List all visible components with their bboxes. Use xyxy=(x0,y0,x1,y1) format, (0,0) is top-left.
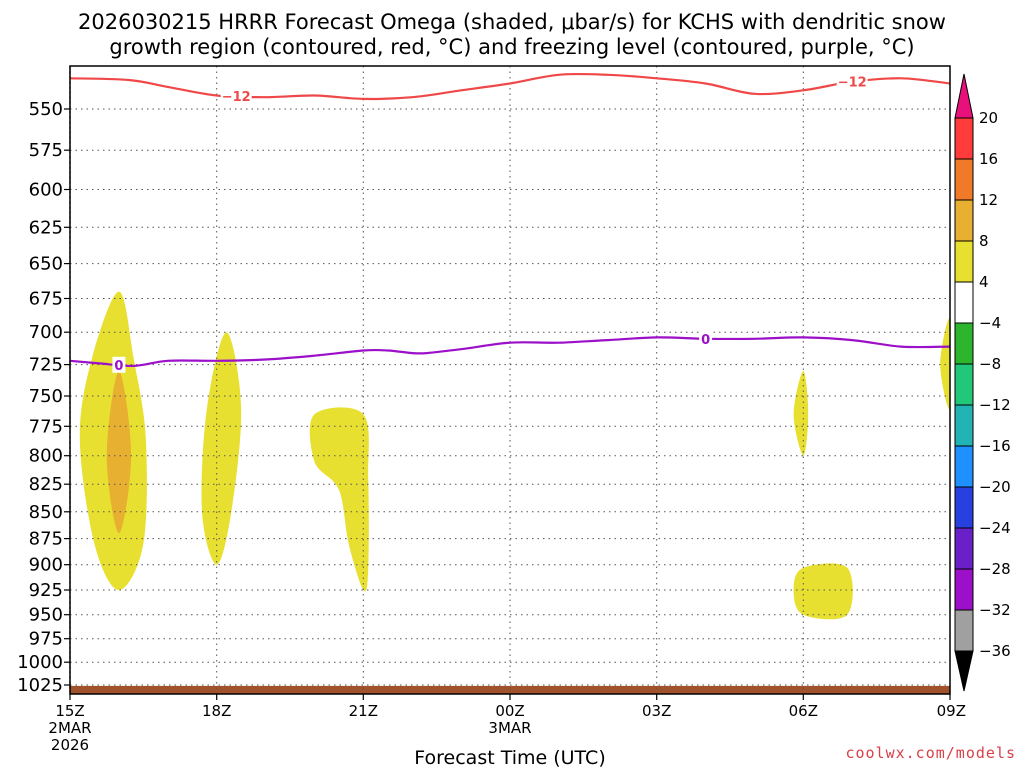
colorbar-label: −28 xyxy=(979,560,1011,578)
colorbar-label: −36 xyxy=(979,642,1011,660)
colorbar-segment xyxy=(954,363,974,406)
chart-title-line-1: 2026030215 HRRR Forecast Omega (shaded, … xyxy=(78,10,946,34)
dendritic-contour-line xyxy=(70,72,950,101)
y-tick-label: 625 xyxy=(29,217,63,238)
omega-region-3 xyxy=(201,332,242,565)
colorbar-label: 12 xyxy=(979,191,998,209)
terrain-strip xyxy=(70,685,950,694)
colorbar-bottom-arrow xyxy=(954,650,974,692)
x-tick-sublabel-year: 2026 xyxy=(51,736,89,754)
colorbar-label: 8 xyxy=(979,232,989,250)
y-tick-label: 575 xyxy=(29,140,63,161)
x-tick-label: 06Z xyxy=(789,702,818,720)
dendritic-contour-label: −12 xyxy=(222,90,251,105)
y-tick-label: 750 xyxy=(29,386,63,407)
x-tick-sublabel: 3MAR xyxy=(488,719,531,737)
freezing-level-contour-label-bg xyxy=(699,330,713,347)
colorbar-label: −4 xyxy=(979,314,1001,332)
y-tick-label: 550 xyxy=(29,99,63,120)
y-tick-label: 725 xyxy=(29,355,63,376)
colorbar-segment xyxy=(954,117,974,160)
x-tick-label: 03Z xyxy=(642,702,671,720)
y-tick-label: 675 xyxy=(29,289,63,310)
y-tick-label: 700 xyxy=(29,322,63,343)
y-tick-label: 975 xyxy=(29,629,63,650)
omega-region-7 xyxy=(940,318,950,410)
colorbar-segment xyxy=(954,486,974,529)
y-tick-label: 925 xyxy=(29,580,63,601)
freezing-level-contour-label: 0 xyxy=(701,333,710,348)
freezing-level-contour-label: 0 xyxy=(114,359,123,374)
colorbar-label: −20 xyxy=(979,478,1011,496)
freezing-level-contour-label-bg xyxy=(112,356,126,373)
omega-region-5 xyxy=(793,371,809,456)
colorbar-segment xyxy=(954,527,974,570)
colorbar-label: −24 xyxy=(979,519,1011,537)
y-tick-label: 950 xyxy=(29,605,63,626)
omega-region-4 xyxy=(309,407,369,592)
y-tick-label: 900 xyxy=(29,555,63,576)
colorbar-segment xyxy=(954,445,974,488)
credit-link[interactable]: coolwx.com/models xyxy=(845,744,1016,762)
colorbar-segment xyxy=(954,158,974,201)
x-tick-label: 18Z xyxy=(202,702,231,720)
dendritic-contour-label: −12 xyxy=(838,76,867,91)
colorbar-label: −32 xyxy=(979,601,1011,619)
y-tick-label: 825 xyxy=(29,474,63,495)
x-tick-label: 09Z xyxy=(937,702,966,720)
freezing-level-contour-line xyxy=(70,336,950,368)
colorbar-label: −16 xyxy=(979,437,1011,455)
colorbar-segment xyxy=(954,609,974,652)
colorbar-label: 4 xyxy=(979,273,989,291)
x-tick-sublabel: 2MAR xyxy=(48,719,91,737)
y-tick-label: 800 xyxy=(29,446,63,467)
omega-region-2 xyxy=(106,371,132,534)
y-tick-label: 875 xyxy=(29,529,63,550)
x-tick-label: 00Z xyxy=(495,702,524,720)
colorbar-segment xyxy=(954,240,974,283)
dendritic-contour-label-bg xyxy=(836,73,868,90)
y-tick-label: 650 xyxy=(29,254,63,275)
colorbar-label: −12 xyxy=(979,396,1011,414)
y-tick-label: 600 xyxy=(29,180,63,201)
colorbar-segment xyxy=(954,322,974,365)
x-axis-title: Forecast Time (UTC) xyxy=(414,747,605,768)
x-tick-label: 15Z xyxy=(55,702,84,720)
colorbar-label: 20 xyxy=(979,109,998,127)
colorbar-segment xyxy=(954,568,974,611)
colorbar-label: −8 xyxy=(979,355,1001,373)
chart-title-line-2: growth region (contoured, red, °C) and f… xyxy=(109,35,915,59)
colorbar-segment xyxy=(954,281,974,324)
x-tick-label: 21Z xyxy=(349,702,378,720)
dendritic-contour-label-bg xyxy=(220,88,252,105)
colorbar-segment xyxy=(954,199,974,242)
y-tick-label: 1000 xyxy=(17,652,63,673)
colorbar-top-arrow xyxy=(954,73,974,119)
colorbar-segment xyxy=(954,404,974,447)
y-tick-label: 775 xyxy=(29,416,63,437)
colorbar-label: 16 xyxy=(979,150,998,168)
y-tick-label: 850 xyxy=(29,502,63,523)
omega-region-6 xyxy=(793,563,853,620)
y-tick-label: 1025 xyxy=(17,675,63,696)
